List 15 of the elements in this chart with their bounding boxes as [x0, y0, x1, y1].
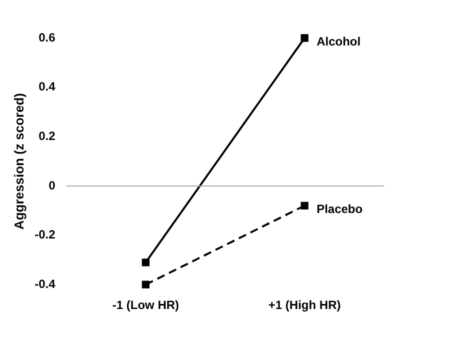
- x-tick-label: -1 (Low HR): [112, 298, 180, 312]
- y-axis-title: Aggression (z scored): [11, 93, 26, 230]
- y-tick-label: 0.2: [38, 128, 56, 143]
- series-label: Placebo: [316, 202, 363, 216]
- point: [300, 202, 308, 210]
- y-tick-label: 0.4: [38, 80, 56, 94]
- point: [300, 34, 308, 42]
- y-tick-label: -0.2: [34, 228, 56, 242]
- series-label: Alcohol: [316, 34, 361, 48]
- point: [142, 258, 150, 266]
- y-tick-label: 0: [48, 178, 56, 192]
- x-tick-label: +1 (High HR): [268, 298, 341, 312]
- y-tick-label: -0.4: [34, 276, 56, 291]
- y-tick-label: 0.6: [38, 30, 56, 44]
- point: [142, 280, 150, 288]
